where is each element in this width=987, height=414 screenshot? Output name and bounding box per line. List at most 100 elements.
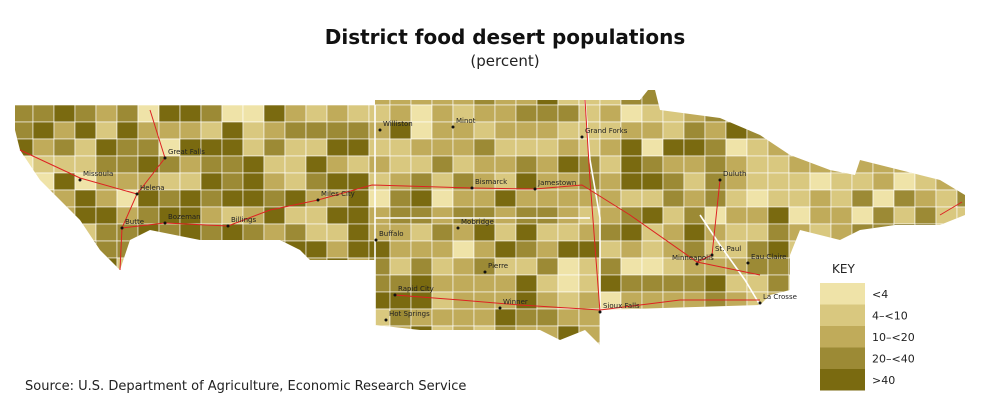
county: [788, 257, 811, 276]
county: [494, 223, 517, 242]
county: [263, 308, 286, 327]
county: [116, 274, 139, 293]
county: [620, 90, 643, 106]
county: [452, 325, 475, 344]
city-dot: [393, 293, 397, 297]
county: [137, 274, 160, 293]
city-label: Mobridge: [461, 218, 494, 226]
county: [788, 138, 811, 157]
subtitle: (percent): [470, 52, 539, 70]
county: [893, 155, 916, 174]
county: [284, 138, 307, 157]
county: [599, 172, 622, 191]
county: [431, 342, 454, 345]
city-label: Great Falls: [168, 148, 205, 156]
county: [347, 274, 370, 293]
county: [221, 274, 244, 293]
county: [53, 240, 76, 259]
county: [704, 104, 727, 123]
county: [305, 138, 328, 157]
county: [116, 172, 139, 191]
county: [284, 172, 307, 191]
county: [368, 274, 391, 293]
county: [851, 121, 874, 140]
county: [914, 223, 937, 242]
county: [431, 291, 454, 310]
county: [683, 104, 706, 123]
county: [515, 138, 538, 157]
county: [620, 240, 643, 259]
county: [557, 325, 580, 344]
county: [284, 223, 307, 242]
county: [452, 155, 475, 174]
county: [32, 206, 55, 225]
county: [725, 206, 748, 225]
city-dot: [580, 135, 584, 139]
county: [116, 104, 139, 123]
county: [200, 325, 223, 344]
county: [515, 104, 538, 123]
county: [15, 223, 34, 242]
county: [15, 90, 34, 106]
county: [32, 90, 55, 106]
city-label: Butte: [125, 218, 144, 226]
county: [116, 308, 139, 327]
city-dot: [378, 128, 382, 132]
county: [95, 90, 118, 106]
key-label: >40: [872, 374, 895, 387]
county: [368, 172, 391, 191]
county: [914, 104, 937, 123]
county: [557, 189, 580, 208]
city-label: Jamestown: [537, 179, 576, 187]
county: [494, 189, 517, 208]
border: [699, 214, 761, 306]
county: [95, 291, 118, 310]
city-label: Bismarck: [475, 178, 508, 186]
county: [158, 240, 181, 259]
county: [956, 291, 965, 310]
county: [137, 104, 160, 123]
county: [116, 90, 139, 106]
county: [53, 104, 76, 123]
county: [74, 240, 97, 259]
county: [851, 90, 874, 106]
county: [326, 138, 349, 157]
city-dot: [384, 318, 388, 322]
county: [158, 155, 181, 174]
county: [473, 189, 496, 208]
county: [536, 342, 559, 345]
county: [305, 104, 328, 123]
county: [599, 257, 622, 276]
county: [641, 121, 664, 140]
city-dot: [758, 301, 762, 305]
county: [494, 308, 517, 327]
county: [599, 138, 622, 157]
highway: [394, 294, 760, 311]
key-label: 4–<10: [872, 310, 908, 323]
county: [284, 257, 307, 276]
county: [473, 240, 496, 259]
county: [620, 274, 643, 293]
county: [641, 138, 664, 157]
county: [620, 155, 643, 174]
county: [746, 223, 769, 242]
county: [431, 325, 454, 344]
county: [830, 155, 853, 174]
city-label: Minot: [456, 117, 476, 125]
city-label: Bozeman: [168, 213, 201, 221]
county: [662, 104, 685, 123]
county: [473, 104, 496, 123]
county: [368, 90, 391, 106]
county: [515, 90, 538, 106]
county: [32, 172, 55, 191]
county: [221, 90, 244, 106]
county: [137, 291, 160, 310]
county: [956, 104, 965, 123]
county: [599, 206, 622, 225]
county: [830, 121, 853, 140]
county: [893, 257, 916, 276]
county: [914, 240, 937, 259]
county: [242, 138, 265, 157]
county: [137, 189, 160, 208]
county: [53, 90, 76, 106]
